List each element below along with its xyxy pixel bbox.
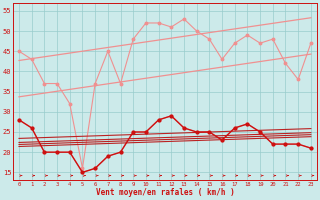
X-axis label: Vent moyen/en rafales ( km/h ): Vent moyen/en rafales ( km/h ) — [96, 188, 234, 197]
